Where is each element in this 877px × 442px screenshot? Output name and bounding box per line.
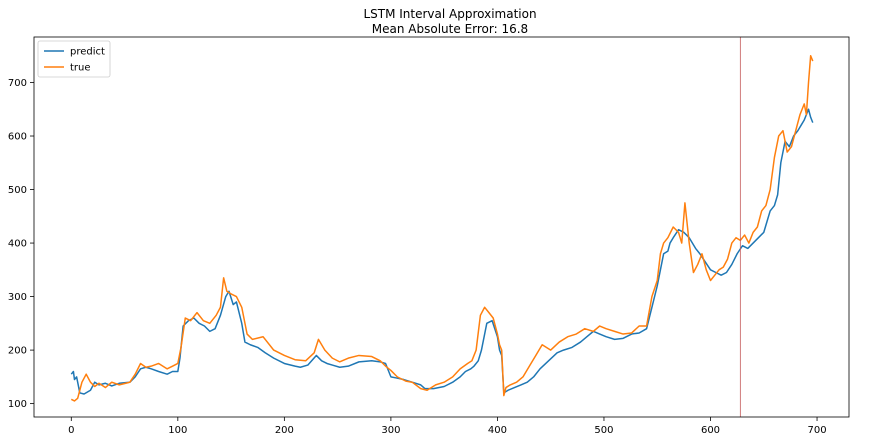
x-tick-label: 100: [168, 425, 187, 436]
x-tick-label: 200: [275, 425, 294, 436]
x-tick-label: 400: [488, 425, 507, 436]
plot-area: [33, 36, 850, 418]
y-tick-label: 500: [8, 185, 27, 196]
plot-frame: [33, 36, 850, 418]
legend-label-true: true: [70, 63, 91, 74]
series-layer: [70, 54, 814, 402]
y-tick-label: 600: [8, 132, 27, 143]
series-line-true: [70, 54, 814, 402]
y-tick-label: 200: [8, 346, 27, 357]
legend-label-predict: predict: [70, 47, 105, 58]
x-tick-label: 300: [381, 425, 400, 436]
x-axis: 0 100 200 300 400 500 600 700: [68, 417, 827, 436]
x-tick-label: 0: [68, 425, 74, 436]
chart-subtitle: Mean Absolute Error: 16.8: [372, 22, 528, 36]
x-tick-label: 600: [701, 425, 720, 436]
x-tick-label: 700: [807, 425, 826, 436]
chart-title: LSTM Interval Approximation: [363, 7, 536, 21]
y-tick-label: 100: [8, 399, 27, 410]
x-tick-label: 500: [594, 425, 613, 436]
legend-box: [37, 40, 111, 78]
y-tick-label: 400: [8, 239, 27, 250]
y-tick-label: 300: [8, 292, 27, 303]
legend: predict true: [37, 40, 111, 78]
y-axis: 100 200 300 400 500 600 700: [8, 78, 34, 410]
y-tick-label: 700: [8, 78, 27, 89]
